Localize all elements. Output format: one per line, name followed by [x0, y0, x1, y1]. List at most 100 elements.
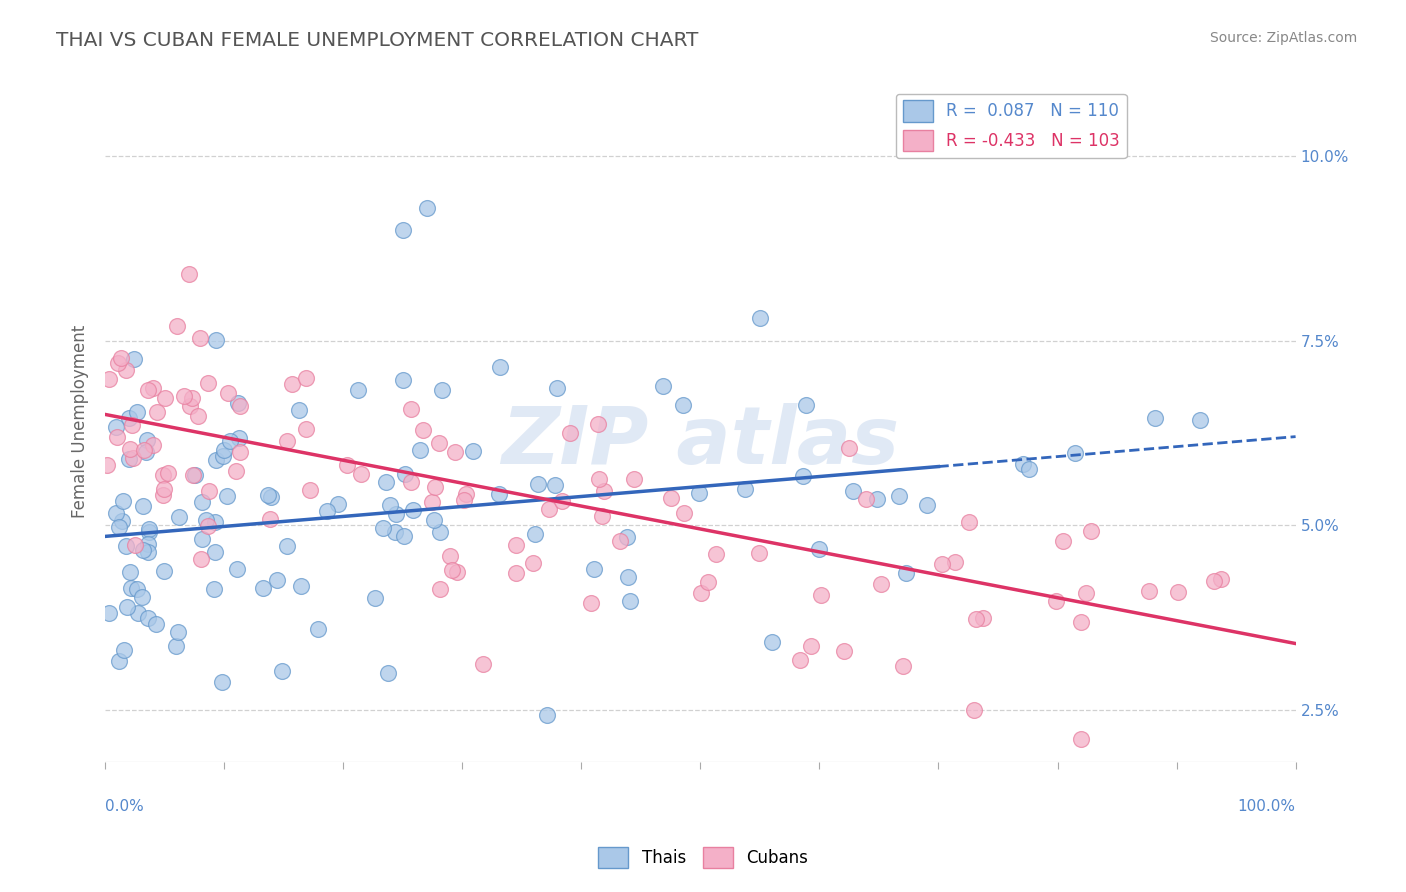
Point — [697, 574, 720, 589]
Point — [115, 599, 138, 614]
Point — [214, 442, 236, 457]
Point — [659, 491, 682, 505]
Point — [673, 506, 696, 520]
Point — [121, 451, 143, 466]
Point — [257, 488, 280, 502]
Point — [734, 482, 756, 496]
Point — [131, 590, 153, 604]
Point — [364, 591, 387, 605]
Point — [145, 404, 167, 418]
Legend: R =  0.087   N = 110, R = -0.433   N = 103: R = 0.087 N = 110, R = -0.433 N = 103 — [896, 94, 1126, 158]
Point — [1052, 534, 1074, 549]
Point — [197, 376, 219, 390]
Point — [167, 624, 190, 639]
Point — [429, 524, 451, 539]
Text: 100.0%: 100.0% — [1237, 799, 1295, 814]
Point — [97, 606, 120, 620]
Point — [110, 351, 132, 366]
Point — [165, 639, 187, 653]
Point — [132, 542, 155, 557]
Point — [118, 442, 141, 457]
Point — [132, 499, 155, 513]
Legend: Thais, Cubans: Thais, Cubans — [592, 840, 814, 875]
Point — [896, 566, 918, 580]
Point — [690, 586, 713, 600]
Point — [430, 383, 453, 397]
Point — [120, 582, 142, 596]
Point — [252, 581, 274, 595]
Point — [347, 383, 370, 397]
Point — [295, 371, 318, 385]
Point — [114, 539, 136, 553]
Point — [187, 409, 209, 423]
Point — [181, 392, 204, 406]
Point — [205, 334, 228, 348]
Point — [135, 444, 157, 458]
Point — [931, 557, 953, 571]
Point — [122, 352, 145, 367]
Point — [1167, 585, 1189, 599]
Point — [794, 398, 817, 412]
Point — [177, 267, 200, 281]
Point — [125, 405, 148, 419]
Point — [229, 399, 252, 413]
Text: ZIP atlas: ZIP atlas — [502, 403, 900, 482]
Point — [1080, 524, 1102, 539]
Point — [138, 522, 160, 536]
Point — [188, 331, 211, 345]
Point — [190, 552, 212, 566]
Point — [132, 442, 155, 457]
Point — [588, 472, 610, 486]
Point — [456, 486, 478, 500]
Point — [972, 611, 994, 625]
Point — [688, 486, 710, 500]
Point — [211, 674, 233, 689]
Point — [523, 527, 546, 541]
Text: THAI VS CUBAN FEMALE UNEMPLOYMENT CORRELATION CHART: THAI VS CUBAN FEMALE UNEMPLOYMENT CORREL… — [56, 31, 699, 50]
Point — [1070, 615, 1092, 629]
Point — [107, 520, 129, 534]
Point — [586, 417, 609, 431]
Point — [259, 512, 281, 526]
Text: 0.0%: 0.0% — [105, 799, 143, 814]
Point — [191, 532, 214, 546]
Point — [136, 536, 159, 550]
Point — [183, 467, 205, 482]
Point — [963, 703, 986, 717]
Point — [748, 311, 770, 326]
Point — [138, 525, 160, 540]
Point — [271, 665, 294, 679]
Point — [617, 570, 640, 584]
Point — [423, 513, 446, 527]
Point — [197, 519, 219, 533]
Point — [855, 491, 877, 506]
Point — [290, 579, 312, 593]
Point — [111, 493, 134, 508]
Point — [838, 442, 860, 456]
Point — [204, 515, 226, 529]
Point — [142, 438, 165, 452]
Point — [218, 434, 240, 449]
Point — [399, 402, 422, 417]
Point — [375, 475, 398, 489]
Point — [399, 475, 422, 490]
Point — [544, 478, 567, 492]
Point — [118, 451, 141, 466]
Point — [155, 392, 177, 406]
Point — [287, 402, 309, 417]
Point — [560, 425, 582, 440]
Point — [471, 657, 494, 672]
Point — [1204, 574, 1226, 588]
Point — [153, 483, 176, 497]
Point — [453, 493, 475, 508]
Point — [202, 582, 225, 596]
Point — [205, 453, 228, 467]
Point — [446, 566, 468, 580]
Point — [623, 472, 645, 486]
Point — [671, 398, 693, 412]
Point — [1137, 583, 1160, 598]
Point — [349, 467, 371, 481]
Point — [136, 545, 159, 559]
Point — [1012, 457, 1035, 471]
Y-axis label: Female Unemployment: Female Unemployment — [72, 326, 89, 518]
